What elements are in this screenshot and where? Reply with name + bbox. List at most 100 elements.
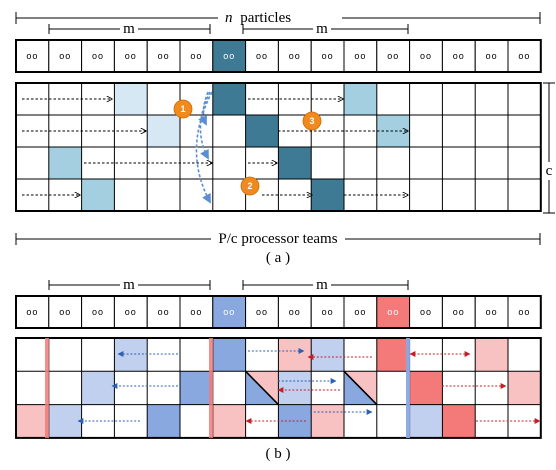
particle-cell: oo [113,39,148,73]
particle-row-b: oo oo oo oo oo oo oo oo oo oo oo oo oo oo oo oo [15,295,542,329]
m-span-left-a: m [48,21,211,37]
team-cell [508,371,541,405]
c-span: c [542,82,556,214]
particle-cell: oo [409,39,443,73]
particle-cell: oo [441,295,476,329]
particle-cell: oo [310,39,345,73]
particle-glyph: oo [354,307,366,317]
particle-glyph: oo [518,51,530,61]
particle-glyph: oo [26,307,38,317]
particle-glyph: oo [190,51,202,61]
team-cell [278,371,312,405]
figure-a: n particles m m oo oo oo oo oo oo oo oo oo oo oo oo… [15,8,556,266]
particle-cell: oo [81,295,115,329]
particle-glyph: oo [354,51,366,61]
particle-cell: oo [409,295,443,329]
team-cell [442,404,476,438]
particle-cell: oo [441,39,476,73]
team-cell [212,404,246,438]
particle-glyph: oo [486,51,498,61]
particle-glyph: oo [453,307,465,317]
team-cell [147,404,180,438]
particle-cell: oo [179,39,214,73]
team-cell [311,179,344,211]
svg-text:3: 3 [309,116,314,126]
particle-glyph: oo [223,51,235,61]
step-marker-3: 3 [302,111,322,131]
particles-label: particles [240,10,291,26]
particle-glyph: oo [322,51,334,61]
svg-text:1: 1 [180,104,185,114]
particle-glyph: oo [322,307,334,317]
c-label: c [546,163,553,179]
particle-cell: oo [245,295,279,329]
arrows-a [22,99,408,195]
particle-cell: oo [212,295,247,329]
caption-a: ( a ) [266,250,290,266]
particle-cell: oo [113,295,148,329]
particle-cell: oo [48,39,83,73]
team-cell [311,338,344,372]
m-span-right-b: m [242,277,409,293]
particle-cell: oo [179,295,214,329]
particle-cell: oo [48,295,83,329]
team-cell [114,83,148,115]
team-cell [147,115,180,147]
step-marker-2: 2 [240,176,260,196]
m-label: m [316,277,328,293]
team-cell [376,338,410,372]
team-cell [212,338,246,372]
particle-glyph: oo [223,307,235,317]
particle-cell: oo [310,295,345,329]
particle-cell: oo [507,295,542,329]
boundary-bars [45,338,410,438]
svg-text:n particles: n particles [225,10,291,26]
team-cell [311,404,344,438]
team-cell [212,83,246,115]
particle-cell: oo [277,39,312,73]
particle-cell: oo [376,295,411,329]
particle-glyph: oo [518,307,530,317]
team-cell [409,404,443,438]
team-cell [48,147,82,179]
team-cell [81,371,115,405]
teams-span: P/c processor teams [15,229,541,249]
particle-cell: oo [212,39,247,73]
team-grid-a: 1 2 3 [15,82,542,212]
particle-glyph: oo [190,307,202,317]
team-cell [409,371,443,405]
curved-arrows-a [195,91,213,204]
svg-text:2: 2 [247,181,252,191]
team-cell [278,404,312,438]
particle-cell: oo [343,295,378,329]
particle-cell: oo [474,295,509,329]
split-team-cell [343,370,378,406]
particle-glyph: oo [420,51,432,61]
m-label: m [316,21,328,37]
team-cell [344,83,377,115]
team-cell [475,338,508,372]
team-cell [81,179,115,211]
team-cell [48,404,82,438]
teams-label: P/c processor teams [218,231,337,247]
particle-cell: oo [15,39,50,73]
red-arrows-b [245,351,541,424]
particle-glyph: oo [256,307,268,317]
particle-glyph: oo [59,51,71,61]
team-cell [16,404,49,438]
particle-glyph: oo [486,307,498,317]
blue-arrows-b [77,348,373,424]
particle-glyph: oo [420,307,432,317]
caption-b: ( b ) [266,446,291,462]
m-label: m [123,277,135,293]
m-span-left-b: m [48,277,211,293]
particle-glyph: oo [387,51,399,61]
n-symbol: n [225,10,233,26]
particle-glyph: oo [387,307,399,317]
particle-cell: oo [277,295,312,329]
step-marker-1: 1 [173,99,193,119]
particle-glyph: oo [453,51,465,61]
m-span-right-a: m [242,21,409,37]
team-cell [245,115,279,147]
